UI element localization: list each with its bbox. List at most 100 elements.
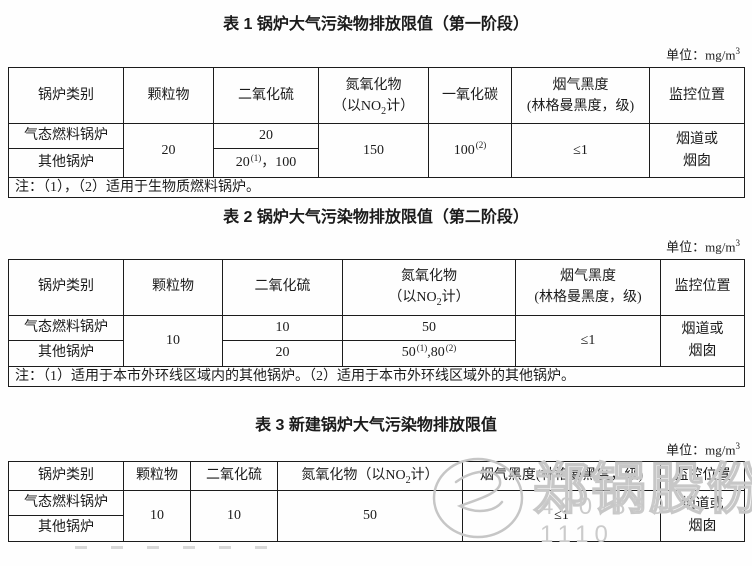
- table2-header-nox: 氮氧化物 （以NO2计）: [342, 258, 516, 316]
- no2-subscript: 2: [381, 105, 387, 117]
- unit-superscript: 3: [735, 46, 741, 56]
- table2-unit-label: 单位：mg/m3: [0, 235, 752, 255]
- no2-subscript: 2: [436, 296, 442, 308]
- nox-header-line1: 氮氧化物: [345, 77, 402, 93]
- nox-pre: 氮氧化物（以NO: [301, 467, 406, 483]
- nox-header-line2: （以NO2计）: [322, 96, 425, 117]
- table3-header-pm: 颗粒物: [123, 460, 191, 491]
- unit-text: 单位：mg/m: [666, 441, 736, 457]
- table2-row-gas-boiler: 气态燃料锅炉 10 10 50 ≤1 烟道或 烟囱: [8, 314, 745, 367]
- table3-header-monitor: 监控位置: [660, 460, 745, 491]
- nox-post: 计）: [410, 467, 439, 483]
- monitor-line1: 烟道或: [681, 321, 724, 337]
- table2-header-row: 锅炉类别 颗粒物 二氧化硫 氮氧化物 （以NO2计） 烟气黑度 (林格曼黑度，级…: [8, 258, 745, 316]
- nox-other-mid: ,80: [427, 345, 445, 361]
- table1-note-row: 注：（1），（2）适用于生物质燃料锅炉。: [8, 177, 745, 199]
- table3-header-so2: 二氧化硫: [190, 460, 278, 491]
- cell-monitor-location: 烟道或 烟囱: [649, 123, 745, 179]
- table2-header-boiler-type: 锅炉类别: [8, 258, 124, 316]
- table1-header-co: 一氧化碳: [428, 67, 512, 125]
- nox-footnote-sup2: (2): [445, 342, 457, 353]
- so2-other-rest: ，100: [261, 155, 297, 171]
- table2-row-other-boiler: 其他锅炉 20 50(1),80(2): [8, 339, 745, 367]
- cell-nox-value: 150: [318, 123, 429, 179]
- nox-footnote-sup1: (1): [416, 342, 428, 353]
- monitor-line2: 烟囱: [688, 343, 717, 359]
- table1-header-boiler-type: 锅炉类别: [8, 67, 124, 125]
- table3-header-nox: 氮氧化物（以NO2计）: [277, 460, 463, 491]
- nox-header-line2: （以NO2计）: [346, 287, 512, 308]
- cell-boiler-type-gas: 气态燃料锅炉: [8, 314, 124, 341]
- table1-title: 表 1 锅炉大气污染物排放限值（第一阶段）: [223, 16, 529, 33]
- so2-other-base: 20: [235, 155, 250, 171]
- table1-emission-limits-phase1: 锅炉类别 颗粒物 二氧化硫 氮氧化物 （以NO2计） 一氧化碳 烟气黑度 (林格…: [8, 67, 745, 199]
- table2-emission-limits-phase2: 锅炉类别 颗粒物 二氧化硫 氮氧化物 （以NO2计） 烟气黑度 (林格曼黑度，级…: [8, 258, 745, 387]
- unit-superscript: 3: [735, 238, 741, 249]
- cell-so2-gas-value: 10: [222, 314, 343, 341]
- no2-subscript: 2: [405, 474, 411, 486]
- cell-pm-value: 20: [123, 123, 214, 179]
- monitor-line2: 烟囱: [683, 153, 711, 169]
- table2-header-pm: 颗粒物: [123, 258, 223, 316]
- smoke-header-line2: (林格曼黑度，级): [526, 98, 635, 114]
- cell-smoke-value: ≤1: [511, 123, 650, 179]
- table2-header-monitor: 监控位置: [660, 258, 745, 316]
- table1-header-monitor: 监控位置: [649, 67, 745, 125]
- monitor-line1: 烟道或: [676, 131, 718, 147]
- cell-pm-value: 10: [123, 314, 223, 367]
- table2-header-so2: 二氧化硫: [222, 258, 343, 316]
- cell-so2-other-value: 20: [222, 339, 343, 367]
- table1-header-nox: 氮氧化物 （以NO2计）: [318, 67, 429, 125]
- cell-co-value: 100(2): [428, 123, 512, 179]
- table3-row-other-boiler: 其他锅炉: [8, 514, 745, 542]
- table3-unit-label: 单位：mg/m3: [0, 438, 752, 458]
- cell-boiler-type-other: 其他锅炉: [8, 339, 124, 367]
- cell-nox-other-value: 50(1),80(2): [342, 339, 516, 367]
- table1-unit-label: 单位：mg/m3: [0, 43, 752, 63]
- cell-so2-other-value: 20(1)，100: [213, 148, 319, 179]
- cell-monitor-location: 烟道或 烟囱: [660, 314, 745, 367]
- nox-header-line1: 氮氧化物: [401, 269, 457, 285]
- monitor-line1: 烟道或: [681, 496, 724, 512]
- so2-footnote-sup: (1): [250, 152, 262, 163]
- table3-header-row: 锅炉类别 颗粒物 二氧化硫 氮氧化物（以NO2计） 烟气黑度(林格曼黑度，级) …: [8, 460, 745, 491]
- nox-line2-post: 计）: [386, 98, 415, 114]
- cell-boiler-type-other: 其他锅炉: [8, 148, 124, 179]
- nox-line2-pre: （以NO: [388, 290, 437, 306]
- table2-title: 表 2 锅炉大气污染物排放限值（第二阶段）: [223, 209, 529, 227]
- table1-header-pm: 颗粒物: [123, 67, 214, 125]
- table2-note-row: 注：（1）适用于本市外环线区域内的其他锅炉。（2）适用于本市外环线区域外的其他锅…: [8, 365, 745, 387]
- table1-header-row: 锅炉类别 颗粒物 二氧化硫 氮氧化物 （以NO2计） 一氧化碳 烟气黑度 (林格…: [8, 67, 745, 125]
- table3-header-boiler-type: 锅炉类别: [8, 460, 124, 491]
- smoke-header-line1: 烟气黑度: [552, 77, 609, 93]
- table2-note: 注：（1）适用于本市外环线区域内的其他锅炉。（2）适用于本市外环线区域外的其他锅…: [8, 365, 745, 387]
- cell-so2-value: 10: [190, 489, 278, 542]
- scan-artifact: [75, 546, 290, 549]
- table2-header-smoke: 烟气黑度 (林格曼黑度，级): [515, 258, 661, 316]
- nox-line2-pre: （以NO: [332, 98, 382, 114]
- cell-boiler-type-other: 其他锅炉: [8, 514, 124, 542]
- smoke-header-line1: 烟气黑度: [560, 269, 616, 285]
- table3-title: 表 3 新建锅炉大气污染物排放限值: [255, 416, 497, 434]
- table1-row-other-boiler: 其他锅炉 20(1)，100: [8, 148, 745, 179]
- table1-header-smoke: 烟气黑度 (林格曼黑度，级): [511, 67, 650, 125]
- cell-smoke-value: ≤1: [515, 314, 661, 367]
- co-base: 100: [453, 142, 475, 158]
- unit-text: 单位：mg/m: [666, 47, 736, 63]
- table3-new-boiler-limits: 锅炉类别 颗粒物 二氧化硫 氮氧化物（以NO2计） 烟气黑度(林格曼黑度，级) …: [8, 460, 745, 542]
- cell-nox-gas-value: 50: [342, 314, 516, 341]
- nox-line2-post: 计）: [441, 290, 470, 306]
- monitor-line2: 烟囱: [688, 518, 717, 534]
- cell-nox-value: 50: [277, 489, 463, 542]
- unit-superscript: 3: [735, 440, 741, 451]
- cell-pm-value: 10: [123, 489, 191, 542]
- smoke-header-line2: (林格曼黑度，级): [534, 290, 642, 306]
- unit-text: 单位：mg/m: [666, 239, 736, 255]
- co-footnote-sup: (2): [475, 140, 487, 151]
- cell-smoke-value: ≤1: [462, 489, 661, 542]
- table1-header-so2: 二氧化硫: [213, 67, 319, 125]
- cell-boiler-type-gas: 气态燃料锅炉: [8, 123, 124, 150]
- table1-note: 注：（1），（2）适用于生物质燃料锅炉。: [8, 177, 745, 199]
- cell-monitor-location: 烟道或 烟囱: [660, 489, 745, 542]
